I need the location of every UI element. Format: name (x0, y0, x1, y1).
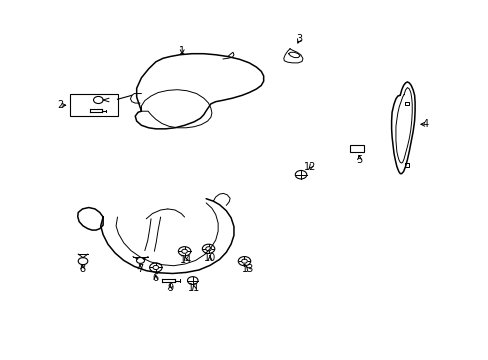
Text: 11: 11 (188, 283, 200, 293)
Bar (69, 94, 117, 117)
Text: 13: 13 (242, 264, 254, 274)
Text: 9: 9 (167, 283, 173, 293)
Text: 8: 8 (79, 264, 85, 274)
Text: 6: 6 (152, 273, 159, 283)
Text: 10: 10 (203, 253, 216, 263)
Bar (349, 145, 364, 152)
Text: 14: 14 (180, 256, 192, 265)
Text: 1: 1 (179, 46, 185, 56)
Text: 3: 3 (296, 34, 302, 44)
Text: 12: 12 (304, 162, 316, 172)
Text: 7: 7 (137, 264, 143, 274)
Text: 4: 4 (422, 119, 428, 129)
Text: 2: 2 (57, 100, 63, 110)
Text: 5: 5 (356, 154, 362, 165)
